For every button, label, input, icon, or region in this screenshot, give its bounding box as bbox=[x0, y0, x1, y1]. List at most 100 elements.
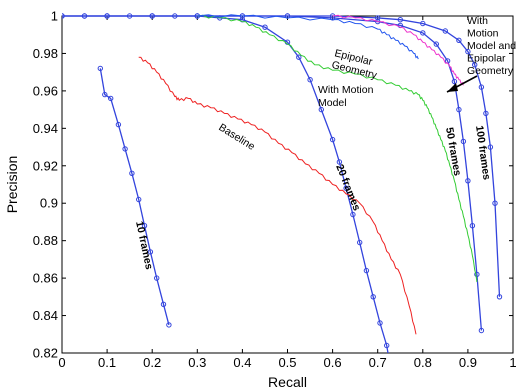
series-line bbox=[138, 56, 417, 335]
data-point bbox=[433, 41, 439, 47]
annotation-line: Model bbox=[318, 97, 347, 109]
data-point bbox=[141, 223, 148, 229]
y-tick-label: 0.9 bbox=[40, 196, 58, 211]
data-point bbox=[483, 110, 489, 117]
data-point bbox=[420, 20, 426, 27]
y-tick-label: 0.88 bbox=[33, 233, 58, 248]
x-tick-label: 0.3 bbox=[188, 355, 206, 370]
data-point bbox=[375, 15, 381, 21]
x-tick-label: 0.4 bbox=[233, 355, 251, 370]
data-point bbox=[363, 267, 370, 274]
series-line bbox=[99, 68, 170, 326]
plot-area: 0 0.1 0.2 0.3 0.4 0.5 0.6 0.7 0.8 0.9 1 0.820.840.… bbox=[33, 9, 517, 374]
x-axis-title: Recall bbox=[268, 374, 307, 390]
plot-frame bbox=[61, 15, 514, 354]
annotation-with-motion-model: With Motion Model bbox=[318, 84, 374, 109]
annotation-100-frames: 100 frames bbox=[473, 125, 493, 181]
x-tick-label: 0.5 bbox=[278, 355, 296, 370]
series-layer bbox=[62, 13, 503, 374]
data-point bbox=[318, 106, 324, 113]
y-tick-label: 1 bbox=[51, 9, 58, 24]
data-point bbox=[115, 121, 122, 128]
data-point bbox=[465, 178, 471, 184]
y-tick-label: 0.92 bbox=[33, 158, 58, 173]
series-baseline bbox=[138, 56, 417, 335]
data-point bbox=[343, 185, 349, 191]
data-point bbox=[474, 271, 480, 278]
annotation-line: Epipolar bbox=[467, 53, 506, 65]
y-tick-label: 0.98 bbox=[33, 46, 58, 61]
data-point bbox=[492, 200, 498, 206]
y-axis-ticks: 0.82 0.84 0.86 0.88 0.9 0.92 0.94 0.96 0.98 1 bbox=[33, 9, 513, 361]
data-point bbox=[97, 65, 104, 72]
data-point bbox=[160, 301, 167, 307]
data-point bbox=[472, 61, 478, 68]
series-line bbox=[332, 14, 464, 86]
x-tick-label: 0 bbox=[58, 355, 65, 370]
annotation-10-frames: 10 frames bbox=[133, 220, 155, 271]
data-point bbox=[336, 159, 343, 165]
data-point bbox=[389, 370, 393, 374]
data-point bbox=[102, 91, 108, 98]
x-tick-label: 0.9 bbox=[459, 355, 477, 370]
series-line bbox=[197, 14, 478, 282]
series-with-motion-model bbox=[197, 14, 478, 282]
annotation-line: Geometry bbox=[467, 65, 514, 77]
annotation-baseline: Baseline bbox=[216, 121, 257, 153]
y-tick-label: 0.96 bbox=[33, 83, 58, 98]
data-point bbox=[149, 13, 155, 19]
series-10-frames bbox=[97, 65, 172, 328]
data-point bbox=[104, 13, 110, 19]
data-point bbox=[397, 17, 403, 23]
annotation-line: With bbox=[467, 15, 488, 27]
x-tick-label: 0.6 bbox=[324, 355, 342, 370]
annotation-with-motion-model-and-epipolar-geometry: With Motion Model and Epipolar Geometry bbox=[467, 15, 516, 77]
data-point bbox=[357, 239, 363, 246]
y-tick-label: 0.94 bbox=[33, 121, 58, 136]
y-axis-title: Precision bbox=[4, 156, 20, 214]
x-tick-label: 0.1 bbox=[98, 355, 116, 370]
data-point bbox=[329, 136, 336, 143]
series-epipolar-geometry bbox=[197, 14, 419, 60]
data-point bbox=[478, 327, 485, 334]
x-axis-ticks: 0 0.1 0.2 0.3 0.4 0.5 0.6 0.7 0.8 0.9 1 bbox=[58, 16, 517, 370]
series-line bbox=[62, 15, 483, 331]
x-tick-label: 0.8 bbox=[414, 355, 432, 370]
y-tick-label: 0.84 bbox=[33, 308, 58, 323]
y-tick-label: 0.86 bbox=[33, 271, 58, 286]
data-point bbox=[350, 211, 356, 218]
data-point bbox=[62, 13, 65, 19]
data-point bbox=[147, 249, 154, 255]
data-point bbox=[129, 170, 135, 177]
data-point bbox=[384, 342, 390, 349]
series-with-motion-model-and-epipolar-geometry bbox=[332, 14, 464, 86]
data-point bbox=[296, 54, 302, 60]
data-point bbox=[420, 30, 426, 36]
annotation-line: With Motion bbox=[318, 84, 374, 96]
annotation-line: Model and bbox=[467, 40, 516, 52]
data-point bbox=[460, 138, 467, 145]
x-tick-label: 0.2 bbox=[143, 355, 161, 370]
data-point bbox=[136, 196, 142, 203]
data-point bbox=[451, 78, 458, 85]
data-point bbox=[108, 95, 114, 102]
data-point bbox=[166, 322, 172, 328]
data-point bbox=[456, 106, 462, 113]
data-point bbox=[465, 48, 471, 55]
series-line bbox=[197, 14, 419, 60]
y-tick-label: 0.82 bbox=[33, 346, 58, 361]
data-point bbox=[307, 77, 313, 83]
data-point bbox=[122, 146, 128, 152]
data-point bbox=[478, 84, 485, 90]
data-point bbox=[487, 144, 494, 150]
x-tick-label: 0.7 bbox=[369, 355, 387, 370]
series-100-frames bbox=[62, 13, 503, 300]
data-point bbox=[469, 223, 476, 229]
annotation-epipolar-geometry: EpipolarGeometry bbox=[330, 47, 381, 82]
series-50-frames bbox=[62, 13, 485, 334]
data-point bbox=[456, 37, 462, 43]
data-point bbox=[154, 275, 160, 281]
data-point bbox=[370, 294, 376, 300]
